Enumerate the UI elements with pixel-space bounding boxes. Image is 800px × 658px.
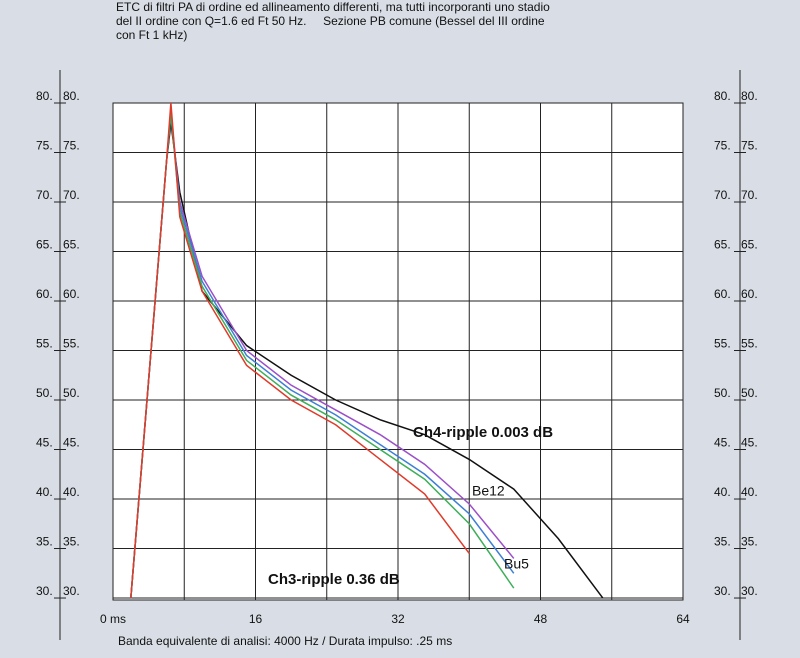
y-tick-label: 60.	[63, 287, 80, 301]
y-tick-label: 55.	[36, 337, 53, 351]
y-tick-label: 65.	[714, 238, 731, 252]
y-tick-label: 80.	[63, 89, 80, 103]
series-label: Ch3-ripple 0.36 dB	[268, 571, 400, 588]
chart-subtitle: con Ft 1 kHz)	[116, 28, 187, 42]
y-tick-label: 45.	[741, 436, 758, 450]
y-tick-label: 55.	[63, 337, 80, 351]
y-tick-label: 60.	[36, 287, 53, 301]
x-tick-label: 16	[249, 612, 263, 626]
y-tick-label: 65.	[63, 238, 80, 252]
y-tick-label: 55.	[741, 337, 758, 351]
series-line	[130, 103, 470, 599]
y-tick-label: 50.	[36, 386, 53, 400]
y-tick-label: 45.	[36, 436, 53, 450]
series-label: Bu5	[504, 556, 529, 572]
y-tick-label: 45.	[63, 436, 80, 450]
y-tick-label: 35.	[714, 535, 731, 549]
y-tick-label: 70.	[36, 188, 53, 202]
x-tick-label: 32	[391, 612, 405, 626]
x-tick-label: 0 ms	[100, 612, 126, 626]
y-tick-label: 35.	[741, 535, 758, 549]
y-tick-label: 35.	[63, 535, 80, 549]
y-tick-label: 70.	[714, 188, 731, 202]
x-tick-label: 48	[534, 612, 548, 626]
series-label: Ch4-ripple 0.003 dB	[413, 424, 553, 441]
y-tick-label: 80.	[741, 89, 758, 103]
x-axis-label: Banda equivalente di analisi: 4000 Hz / …	[118, 634, 452, 648]
chart-subtitle: del II ordine con Q=1.6 ed Ft 50 Hz. Sez…	[116, 14, 545, 28]
y-tick-label: 75.	[63, 139, 80, 153]
y-tick-label: 40.	[741, 485, 758, 499]
y-tick-label: 75.	[741, 139, 758, 153]
y-tick-label: 75.	[714, 139, 731, 153]
y-tick-label: 55.	[714, 337, 731, 351]
y-tick-label: 70.	[741, 188, 758, 202]
y-tick-label: 30.	[63, 584, 80, 598]
y-tick-label: 60.	[714, 287, 731, 301]
y-tick-label: 50.	[741, 386, 758, 400]
y-tick-label: 30.	[741, 584, 758, 598]
y-tick-label: 40.	[714, 485, 731, 499]
y-tick-label: 40.	[63, 485, 80, 499]
y-tick-label: 65.	[741, 238, 758, 252]
y-tick-label: 30.	[36, 584, 53, 598]
y-tick-label: 80.	[714, 89, 731, 103]
y-tick-label: 80.	[36, 89, 53, 103]
y-tick-label: 65.	[36, 238, 53, 252]
y-tick-label: 35.	[36, 535, 53, 549]
series-label: Be12	[472, 483, 505, 499]
y-tick-label: 60.	[741, 287, 758, 301]
y-tick-label: 50.	[63, 386, 80, 400]
y-tick-label: 70.	[63, 188, 80, 202]
y-tick-label: 40.	[36, 485, 53, 499]
y-tick-label: 30.	[714, 584, 731, 598]
y-tick-label: 45.	[714, 436, 731, 450]
chart-title: ETC di filtri PA di ordine ed allineamen…	[116, 0, 550, 14]
y-tick-label: 50.	[714, 386, 731, 400]
y-tick-label: 75.	[36, 139, 53, 153]
x-tick-label: 64	[676, 612, 690, 626]
